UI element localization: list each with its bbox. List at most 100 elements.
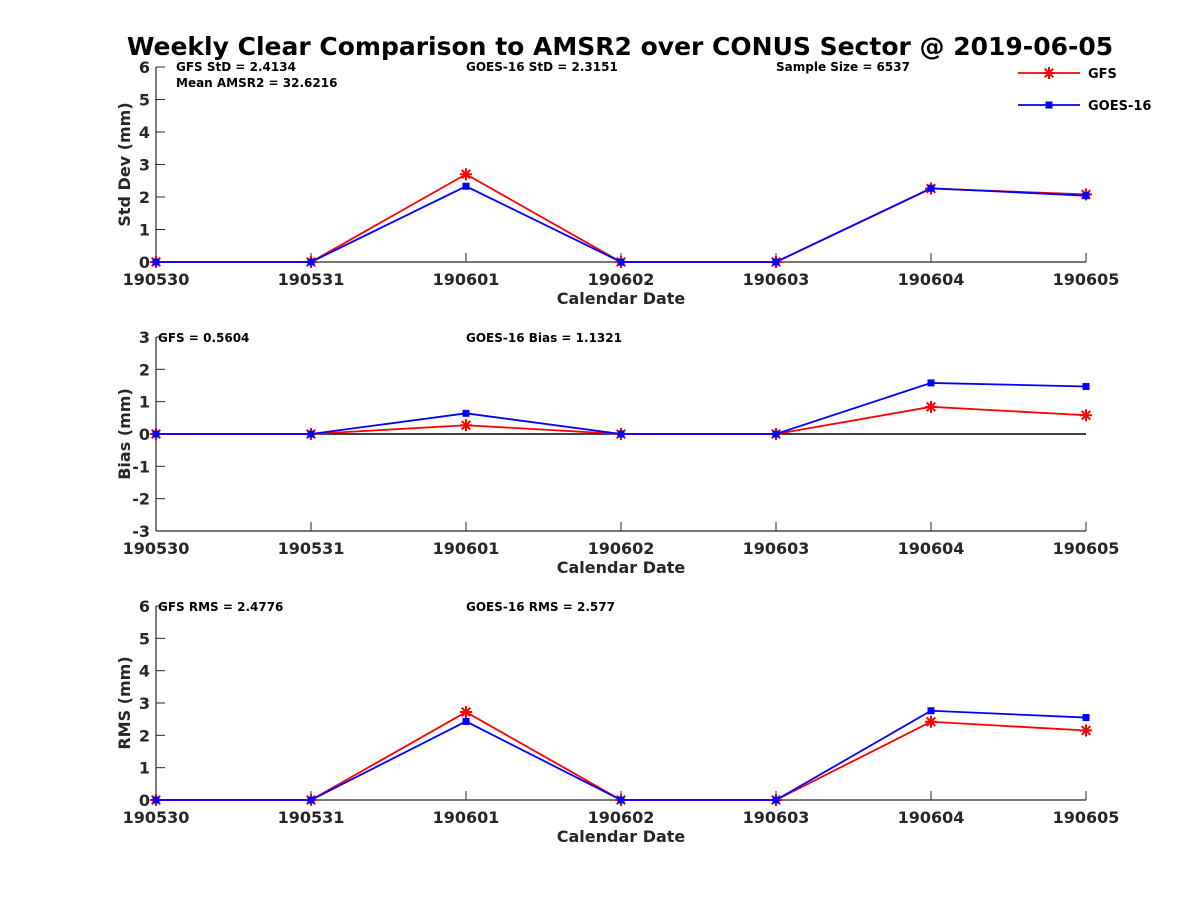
series-goes-16: [152, 707, 1090, 804]
y-tick-label: 3: [139, 328, 150, 347]
data-point: [617, 258, 625, 266]
data-point: [925, 400, 937, 413]
data-point: [1080, 724, 1092, 737]
y-tick-label: 3: [139, 156, 150, 175]
data-point: [460, 419, 472, 432]
y-tick-label: 1: [139, 221, 150, 240]
data-point: [927, 379, 935, 387]
data-point: [617, 796, 625, 804]
data-point: [1080, 409, 1092, 422]
y-tick-label: 4: [139, 123, 150, 142]
stat-annotation: GFS StD = 2.4134: [176, 60, 296, 74]
x-axis-label: Calendar Date: [557, 289, 686, 308]
y-tick-label: -1: [132, 457, 150, 476]
data-point: [307, 796, 315, 804]
y-tick-label: 2: [139, 360, 150, 379]
stat-annotation: Sample Size = 6537: [776, 60, 910, 74]
y-axis-label: Std Dev (mm): [115, 102, 134, 226]
legend-label: GFS: [1088, 67, 1117, 82]
y-axis-label: RMS (mm): [115, 656, 134, 749]
data-point: [460, 168, 472, 181]
series-goes-16: [152, 379, 1090, 438]
x-tick-label: 190602: [588, 808, 655, 827]
x-tick-label: 190601: [433, 539, 500, 558]
x-tick-label: 190605: [1053, 539, 1120, 558]
y-tick-label: 1: [139, 393, 150, 412]
y-tick-label: 0: [139, 791, 150, 810]
x-tick-label: 190530: [123, 270, 190, 289]
y-tick-label: 5: [139, 91, 150, 110]
y-tick-label: -2: [132, 490, 150, 509]
data-point: [1082, 192, 1090, 200]
data-point: [617, 430, 625, 438]
x-tick-label: 190604: [898, 270, 965, 289]
x-tick-label: 190601: [433, 270, 500, 289]
x-axis-label: Calendar Date: [557, 558, 686, 577]
x-tick-label: 190603: [743, 270, 810, 289]
data-point: [152, 796, 160, 804]
data-point: [927, 707, 935, 715]
stat-annotation: GFS = 0.5604: [158, 331, 249, 345]
data-point: [307, 258, 315, 266]
x-tick-label: 190530: [123, 539, 190, 558]
chart-title: Weekly Clear Comparison to AMSR2 over CO…: [127, 32, 1113, 61]
series-goes-16: [152, 182, 1090, 266]
y-tick-label: 0: [139, 253, 150, 272]
panel-1: 0 1 2 3 4 5 6 190530 190531 190601 190602 190603 190…: [115, 58, 1119, 308]
x-tick-label: 190603: [743, 539, 810, 558]
stat-annotation: GFS RMS = 2.4776: [158, 600, 283, 614]
x-tick-label: 190531: [278, 808, 345, 827]
legend-item-goes-16: GOES-16: [1018, 99, 1151, 114]
stat-annotation: GOES-16 Bias = 1.1321: [466, 331, 622, 345]
data-point: [772, 796, 780, 804]
legend-item-gfs: GFS: [1018, 67, 1117, 82]
data-point: [462, 717, 470, 725]
data-point: [772, 258, 780, 266]
legend-label: GOES-16: [1088, 99, 1151, 114]
y-tick-label: 6: [139, 58, 150, 77]
data-point: [462, 182, 470, 190]
x-tick-label: 190602: [588, 539, 655, 558]
x-tick-label: 190604: [898, 539, 965, 558]
y-tick-label: -3: [132, 522, 150, 541]
panel-3: 0 1 2 3 4 5 6 190530 190531 190601 190602 190603 190…: [115, 597, 1119, 846]
legend-marker-icon: [1045, 101, 1053, 109]
data-point: [462, 409, 470, 417]
data-point: [152, 430, 160, 438]
y-tick-label: 1: [139, 759, 150, 778]
y-tick-label: 6: [139, 597, 150, 616]
x-tick-label: 190603: [743, 808, 810, 827]
x-tick-label: 190531: [278, 270, 345, 289]
stat-annotation: GOES-16 StD = 2.3151: [466, 60, 618, 74]
stat-annotation: Mean AMSR2 = 32.6216: [176, 76, 337, 90]
plots-group: 0 1 2 3 4 5 6 190530 190531 190601 190602 190603 190…: [115, 58, 1119, 846]
y-axis-label: Bias (mm): [115, 388, 134, 480]
data-point: [152, 258, 160, 266]
y-tick-label: 5: [139, 629, 150, 648]
y-tick-label: 3: [139, 694, 150, 713]
x-axis-label: Calendar Date: [557, 827, 686, 846]
x-tick-label: 190605: [1053, 270, 1120, 289]
data-point: [1082, 714, 1090, 722]
x-tick-label: 190531: [278, 539, 345, 558]
data-point: [772, 430, 780, 438]
data-point: [925, 715, 937, 728]
x-tick-label: 190530: [123, 808, 190, 827]
stat-annotation: GOES-16 RMS = 2.577: [466, 600, 615, 614]
x-tick-label: 190601: [433, 808, 500, 827]
y-tick-label: 2: [139, 726, 150, 745]
legend: GFS GOES-16: [1018, 67, 1151, 114]
x-tick-label: 190605: [1053, 808, 1120, 827]
x-tick-label: 190604: [898, 808, 965, 827]
y-tick-label: 2: [139, 188, 150, 207]
data-point: [307, 430, 315, 438]
x-tick-label: 190602: [588, 270, 655, 289]
data-point: [460, 706, 472, 719]
panel-2: -3 -2 -1 0 1 2 3 190530 190531 190601 190602 190603…: [115, 328, 1119, 577]
legend-marker-icon: [1043, 67, 1055, 79]
y-tick-label: 0: [139, 425, 150, 444]
data-point: [1082, 382, 1090, 390]
y-tick-label: 4: [139, 662, 150, 681]
